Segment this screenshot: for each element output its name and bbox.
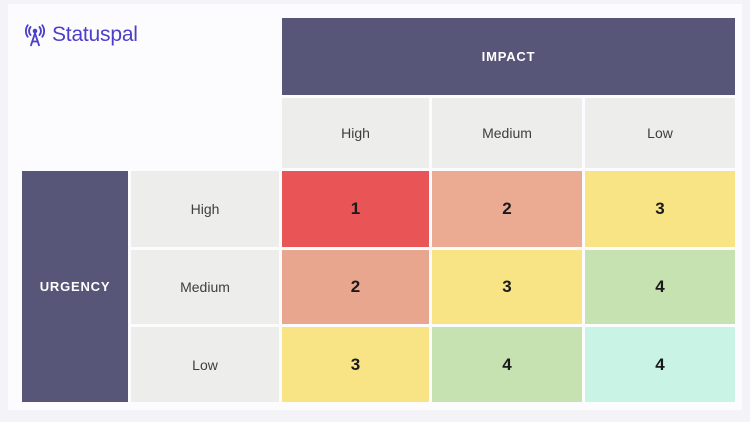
matrix-cell-high-high: 1 [282,171,429,247]
matrix-cell-low-high: 3 [282,327,429,402]
matrix-cell-medium-medium: 3 [432,250,582,324]
impact-level-high: High [282,98,429,168]
priority-matrix: IMPACT High Medium Low URGENCY High Medi… [22,18,735,402]
matrix-cell-medium-low: 4 [585,250,735,324]
urgency-level-low: Low [131,327,279,402]
impact-level-medium: Medium [432,98,582,168]
matrix-cell-high-medium: 2 [432,171,582,247]
logo-wordmark: Statuspal [52,23,138,46]
statuspal-logo[interactable]: Statuspal [22,22,138,48]
urgency-level-medium: Medium [131,250,279,324]
matrix-cell-high-low: 3 [585,171,735,247]
impact-axis-header: IMPACT [282,18,735,95]
broadcast-antenna-icon [22,22,48,48]
matrix-cell-low-low: 4 [585,327,735,402]
urgency-level-high: High [131,171,279,247]
matrix-card: IMPACT High Medium Low URGENCY High Medi… [8,4,742,410]
urgency-axis-header: URGENCY [22,171,128,402]
impact-level-low: Low [585,98,735,168]
matrix-cell-low-medium: 4 [432,327,582,402]
matrix-cell-medium-high: 2 [282,250,429,324]
